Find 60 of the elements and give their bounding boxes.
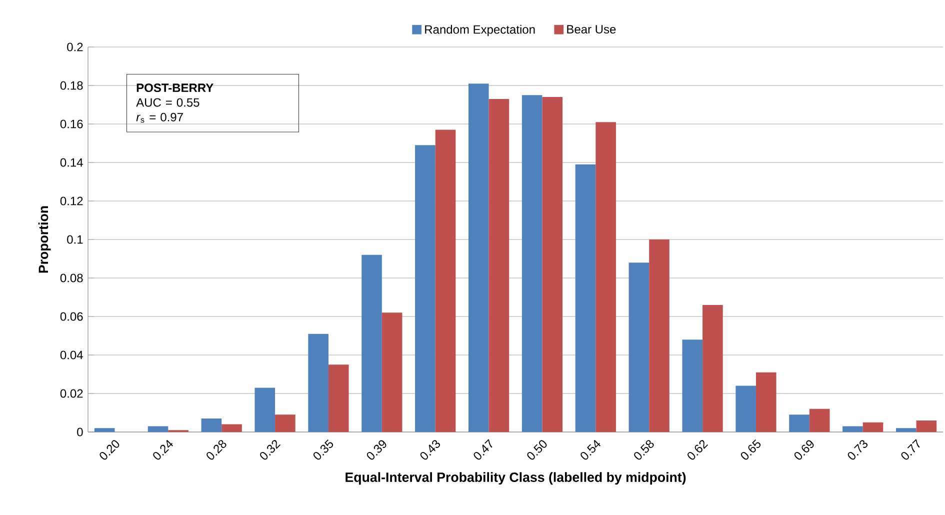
y-tick-label: 0.08 — [60, 274, 83, 282]
annotation: POST-BERRY — [136, 84, 214, 92]
y-tick-label: 0.04 — [60, 350, 83, 360]
x-tick-label: 0.24 — [153, 440, 174, 460]
bar — [254, 388, 276, 432]
bar — [415, 145, 436, 432]
x-tick-label: 0.69 — [794, 440, 814, 460]
bar — [736, 386, 756, 432]
x-tick-label: 0.50 — [527, 440, 547, 460]
bar — [628, 262, 650, 432]
y-tick-label: 0.14 — [60, 158, 83, 167]
annotation: AUC = 0.55 — [136, 98, 200, 107]
bar — [809, 408, 830, 432]
bar — [789, 414, 810, 432]
x-tick-label: 0.58 — [634, 440, 654, 460]
x-tick-label: 0.73 — [848, 440, 868, 460]
bar — [596, 122, 616, 432]
bar — [435, 130, 456, 432]
bar — [682, 340, 703, 432]
bar — [94, 428, 115, 432]
bar — [862, 422, 884, 432]
bar — [702, 304, 723, 432]
bar — [575, 164, 596, 432]
legend-label: Bear Use — [567, 25, 616, 34]
bar — [308, 334, 328, 432]
y-tick-label: 0.2 — [67, 42, 83, 52]
x-axis-title: Equal-Interval Probability Class (labelled by midpoint) — [346, 472, 686, 485]
bar — [842, 426, 863, 432]
bar — [382, 312, 402, 432]
x-tick-label: 0.54 — [580, 440, 601, 460]
x-tick-label: 0.43 — [420, 440, 440, 460]
bar — [896, 428, 916, 432]
x-tick-label: 0.39 — [366, 440, 386, 460]
bar — [916, 420, 937, 432]
legend-label: Random Expectation — [425, 24, 535, 36]
bar — [328, 364, 349, 432]
bar — [488, 98, 510, 432]
x-tick-label: 0.20 — [100, 440, 120, 460]
y-axis-title: Proportion — [38, 206, 51, 273]
x-tick-label: 0.62 — [688, 440, 708, 460]
x-tick-label: 0.32 — [260, 440, 281, 460]
bar — [201, 418, 222, 432]
bar — [756, 372, 776, 432]
y-tick-label: 0 — [77, 428, 83, 436]
bar — [362, 254, 382, 432]
y-tick-label: 0.16 — [60, 120, 83, 128]
bar — [649, 240, 670, 432]
x-tick-label: 0.28 — [206, 440, 226, 460]
y-tick-label: 0.02 — [60, 389, 83, 398]
bar — [522, 95, 542, 432]
y-tick-label: 0.18 — [60, 81, 83, 90]
bar — [468, 84, 489, 432]
annotation: r$_{s}$ = 0.97 — [136, 112, 183, 123]
y-tick-label: 0.1 — [67, 235, 83, 244]
y-tick-label: 0.12 — [60, 196, 83, 206]
bar — [222, 424, 242, 432]
bar — [542, 97, 563, 432]
bar — [148, 426, 168, 432]
y-tick-label: 0.06 — [60, 312, 83, 321]
bar — [275, 414, 296, 432]
